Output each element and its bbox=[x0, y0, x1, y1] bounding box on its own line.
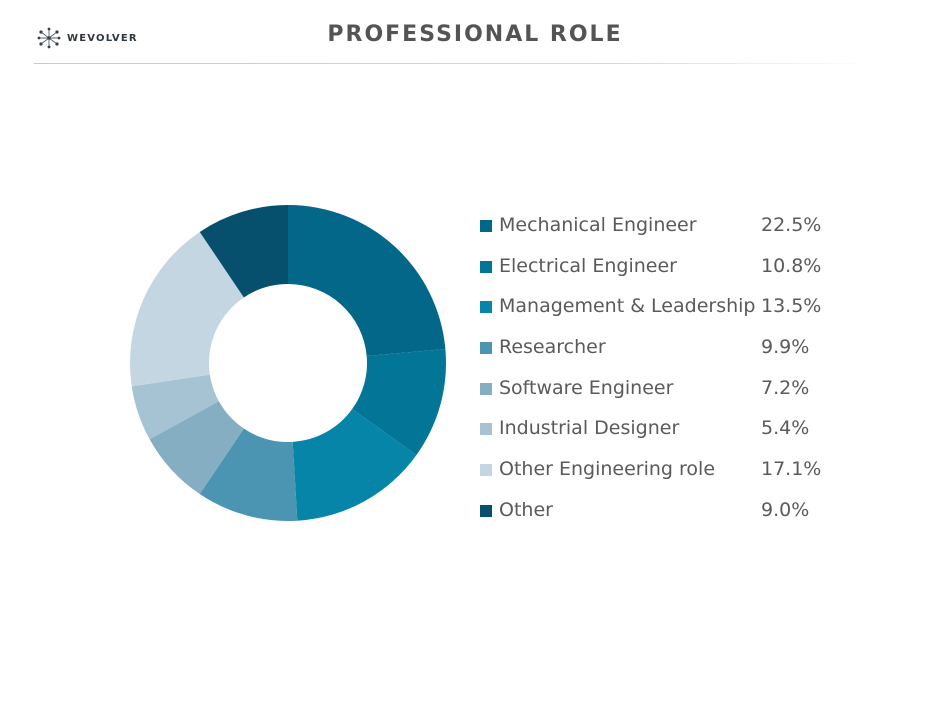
legend-label: Other Engineering role bbox=[499, 458, 716, 481]
wevolver-logo-icon bbox=[37, 27, 61, 49]
legend-item-other-engineering-role: Other Engineering role 17.1% bbox=[480, 456, 821, 497]
legend-item-software-engineer: Software Engineer 7.2% bbox=[480, 375, 821, 416]
legend-label: Mechanical Engineer bbox=[499, 214, 697, 236]
chart-legend: Mechanical Engineer 22.5% Electrical Engin… bbox=[480, 212, 821, 538]
slice-other-engineering-role bbox=[130, 231, 244, 387]
legend-label: Industrial Designer bbox=[499, 417, 680, 440]
slice-management-and-leadership bbox=[292, 409, 417, 521]
legend-swatch bbox=[480, 220, 492, 232]
legend-value: 5.4% bbox=[761, 417, 810, 440]
wevolver-logo: WEVOLVER bbox=[37, 26, 138, 50]
slice-other bbox=[199, 205, 288, 298]
legend-value: 9.0% bbox=[761, 498, 810, 521]
legend-value: 10.8% bbox=[761, 254, 822, 277]
legend-item-mechanical-engineer: Mechanical Engineer 22.5% bbox=[480, 212, 821, 253]
slice-software-engineer bbox=[149, 401, 244, 495]
legend-swatch bbox=[480, 504, 492, 517]
donut-chart bbox=[130, 205, 446, 521]
legend-label: Other bbox=[499, 498, 553, 521]
legend-item-researcher: Researcher 9.9% bbox=[480, 334, 821, 375]
legend-swatch bbox=[480, 382, 492, 395]
legend-label: Researcher bbox=[499, 336, 606, 359]
legend-item-industrial-designer: Industrial Designer 5.4% bbox=[480, 415, 821, 456]
legend-item-other: Other 9.0% bbox=[480, 497, 821, 538]
legend-value: 22.5% bbox=[761, 214, 822, 236]
slice-researcher bbox=[199, 428, 298, 521]
slice-electrical-engineer bbox=[352, 348, 446, 456]
legend-swatch bbox=[480, 423, 492, 436]
page-title: PROFESSIONAL ROLE bbox=[327, 22, 623, 47]
legend-swatch bbox=[480, 260, 492, 273]
logo-text: WEVOLVER bbox=[67, 32, 138, 44]
legend-item-electrical-engineer: Electrical Engineer 10.8% bbox=[480, 253, 821, 294]
legend-value: 13.5% bbox=[761, 295, 822, 318]
slice-industrial-designer bbox=[131, 374, 219, 440]
legend-label: Software Engineer bbox=[499, 376, 674, 399]
legend-value: 9.9% bbox=[761, 336, 810, 359]
header-divider bbox=[34, 63, 870, 64]
legend-label: Management & Leadership bbox=[499, 295, 756, 318]
legend-swatch bbox=[480, 464, 492, 477]
legend-value: 7.2% bbox=[761, 376, 810, 399]
legend-swatch bbox=[480, 342, 492, 355]
legend-swatch bbox=[480, 301, 492, 314]
legend-item-management-and-leadership: Management & Leadership 13.5% bbox=[480, 293, 821, 334]
legend-label: Electrical Engineer bbox=[499, 254, 677, 277]
legend-value: 17.1% bbox=[761, 458, 822, 481]
slice-mechanical-engineer bbox=[288, 205, 446, 356]
